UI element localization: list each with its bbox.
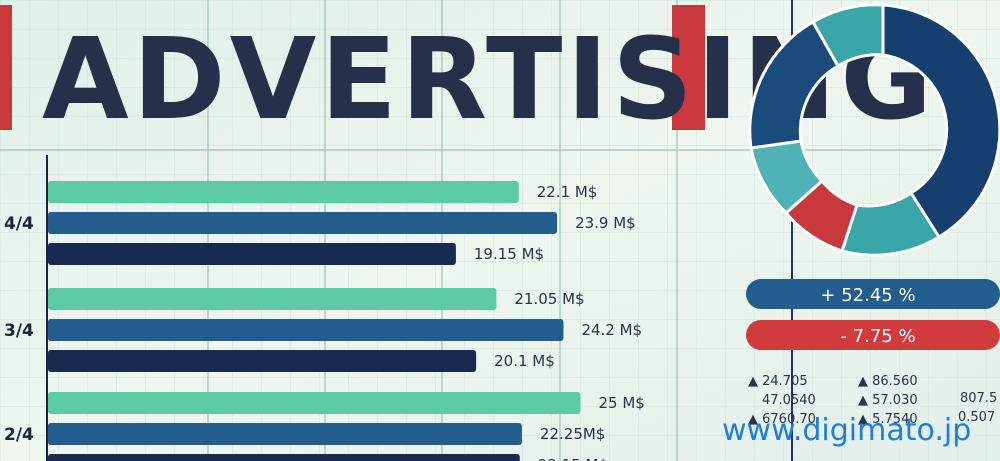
bar	[48, 392, 581, 414]
accent-bar	[0, 5, 12, 130]
stat-text: ▲ 57.030	[858, 393, 918, 408]
stat-text: 0.507	[958, 410, 995, 425]
bar	[48, 319, 564, 341]
bar	[48, 350, 477, 372]
value-label: 25 M$	[599, 394, 645, 412]
bar	[48, 454, 520, 461]
stat-text: ▲ 86.560	[858, 374, 918, 389]
watermark: www.digimato.jp	[722, 413, 971, 448]
category-label: 3/4	[4, 321, 34, 341]
value-label: 22.25M$	[540, 425, 605, 443]
badge	[746, 320, 1000, 350]
bar	[48, 243, 456, 265]
category-label: 2/4	[4, 425, 34, 445]
stat-text: 47.0540	[762, 393, 816, 408]
accent-bar	[672, 5, 705, 130]
badge-text: + 52.45 %	[820, 285, 915, 306]
bar	[48, 212, 558, 234]
bar	[48, 288, 497, 310]
stat-text: 807.5	[960, 391, 997, 406]
stat-text: ▲ 6760.70	[748, 412, 816, 427]
bar	[48, 181, 519, 203]
value-label: 24.2 M$	[581, 321, 642, 339]
value-label: 23.9 M$	[575, 214, 636, 232]
stat-text: ▲ 5.7540	[858, 412, 918, 427]
badge-text: - 7.75 %	[840, 326, 915, 347]
badge	[746, 279, 1000, 309]
donut	[748, 3, 1000, 257]
bar	[48, 423, 522, 445]
value-label: 22.1 M$	[537, 183, 598, 201]
category-label: 4/4	[4, 214, 34, 234]
stat-text: ▲ 24.705	[748, 374, 808, 389]
value-label: 20.1 M$	[494, 352, 555, 370]
value-label: 19.15 M$	[474, 245, 544, 263]
value-label: 22.15 M$	[538, 456, 608, 461]
value-label: 21.05 M$	[514, 290, 584, 308]
